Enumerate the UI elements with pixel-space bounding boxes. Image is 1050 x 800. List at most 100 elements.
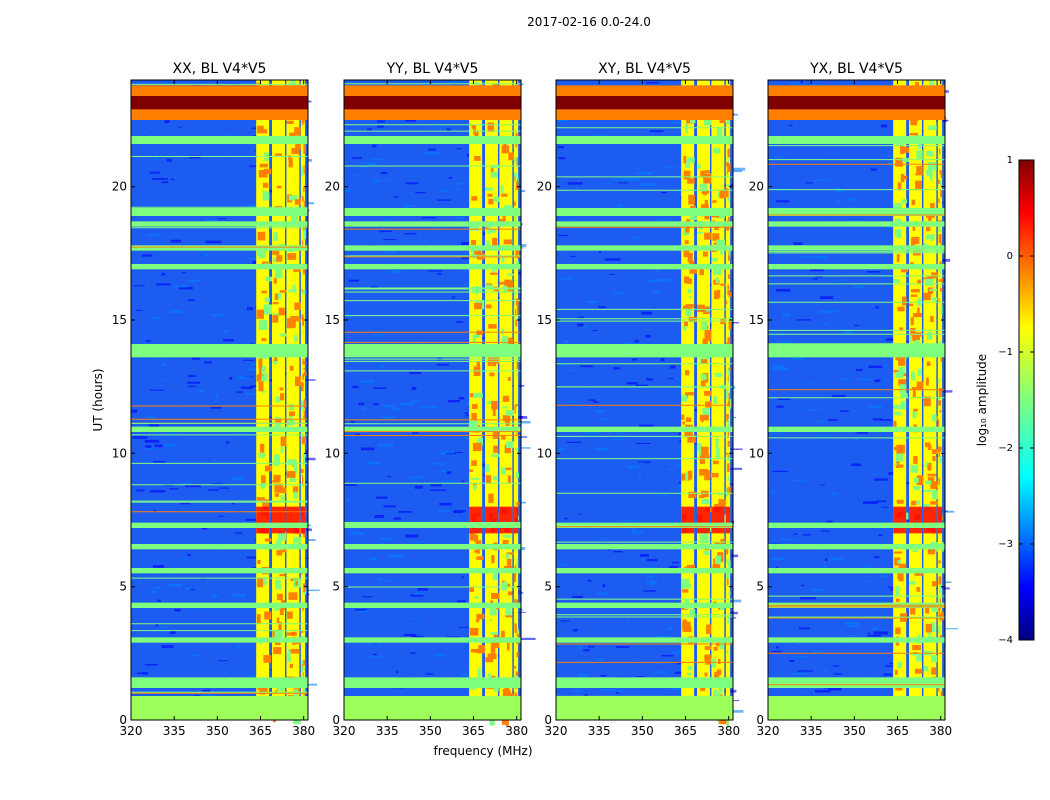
rfi-texture [893, 279, 900, 283]
rfi-texture [689, 296, 692, 299]
heatmap-noise [857, 378, 873, 380]
rfi-texture [287, 652, 291, 663]
heatmap-noise [652, 671, 669, 674]
rfi-texture [727, 284, 730, 290]
low-band [131, 696, 308, 720]
heatmap-noise [300, 159, 312, 162]
rfi-texture [938, 234, 942, 244]
rfi-texture [286, 325, 296, 329]
heatmap-noise [598, 250, 602, 253]
heatmap-noise [414, 485, 423, 489]
heatmap-noise [456, 600, 466, 603]
heatmap-noise [208, 489, 220, 491]
heatmap-noise [350, 531, 364, 535]
rfi-texture [726, 718, 729, 728]
heatmap-noise [410, 594, 424, 597]
heatmap-noise [152, 178, 168, 180]
heatmap-noise [639, 554, 649, 557]
rfi-texture [264, 157, 270, 161]
rfi-texture [515, 309, 517, 317]
rfi-texture [256, 497, 265, 503]
heatmap-noise [379, 365, 384, 368]
rfi-texture [926, 169, 933, 176]
heatmap-noise [810, 588, 824, 591]
rfi-texture [938, 388, 942, 397]
x-tick-label: 320 [757, 724, 780, 738]
rfi-texture [895, 586, 900, 596]
heatmap-noise [833, 665, 840, 667]
heatmap-noise [560, 620, 570, 622]
y-tick-label: 5 [756, 580, 764, 594]
rfi-texture [718, 719, 727, 725]
rfi-texture [713, 147, 721, 154]
heatmap-noise [617, 690, 623, 693]
rfi-texture [262, 191, 270, 201]
rfi-texture [910, 327, 916, 336]
rfi-texture [940, 355, 943, 362]
rfi-texture [303, 361, 306, 366]
rfi-texture [716, 126, 723, 137]
rfi-texture [493, 640, 501, 648]
rfi-texture [491, 592, 500, 599]
heatmap-noise [368, 336, 372, 339]
flag-row-2 [556, 602, 733, 608]
rfi-texture [261, 338, 267, 342]
heatmap-noise [833, 187, 840, 190]
heatmap-noise [269, 314, 274, 316]
heatmap-noise [378, 578, 383, 580]
rfi-texture [689, 268, 699, 274]
rfi-texture [488, 673, 492, 681]
rfi-texture [275, 579, 281, 590]
rfi-texture [684, 431, 693, 438]
heatmap-noise [396, 671, 399, 673]
rfi-texture [493, 445, 499, 453]
rfi-texture [279, 290, 287, 293]
heatmap-noise [880, 124, 887, 128]
rfi-texture [704, 470, 711, 481]
heatmap-noise [772, 557, 786, 560]
rfi-texture [279, 573, 286, 577]
flag-row-10 [768, 221, 945, 227]
rfi-texture [516, 428, 518, 437]
axes-frame [130, 79, 309, 721]
rfi-texture [280, 333, 288, 337]
flag-row-9 [344, 245, 521, 251]
rfi-texture [514, 501, 516, 508]
rfi-texture [486, 240, 490, 247]
heatmap-noise [870, 168, 878, 171]
rfi-texture [515, 182, 519, 189]
rfi-texture [303, 660, 306, 666]
heatmap-noise [689, 408, 704, 411]
rfi-texture [914, 477, 919, 483]
heatmap-noise [456, 148, 462, 150]
heatmap-noise [162, 379, 170, 381]
heatmap-noise [174, 608, 181, 612]
heatmap-noise [612, 178, 627, 181]
heatmap-noise [796, 643, 802, 645]
rfi-texture [913, 338, 920, 347]
heatmap-noise [225, 157, 228, 159]
rfi-texture [476, 613, 485, 620]
heatmap-noise [425, 673, 434, 675]
rfi-texture [914, 571, 923, 576]
rfi-texture [504, 444, 511, 454]
heatmap-noise [688, 236, 700, 238]
heatmap-noise [461, 256, 469, 259]
rfi-texture [711, 257, 718, 262]
rfi-texture [938, 448, 940, 458]
rfi-texture [683, 623, 690, 626]
rfi-texture [275, 419, 282, 423]
rfi-texture [289, 479, 296, 482]
rfi-texture [686, 157, 695, 163]
heatmap-noise [886, 154, 895, 158]
rfi-texture [302, 196, 304, 202]
heatmap-noise [412, 617, 420, 620]
rfi-texture [899, 384, 907, 394]
rfi-strong [256, 506, 270, 534]
rfi-texture [274, 205, 283, 210]
rfi-texture [726, 162, 729, 167]
heatmap-noise [817, 421, 830, 423]
rfi-texture [303, 667, 305, 671]
heatmap-noise [459, 673, 471, 676]
rfi-texture [909, 303, 913, 307]
